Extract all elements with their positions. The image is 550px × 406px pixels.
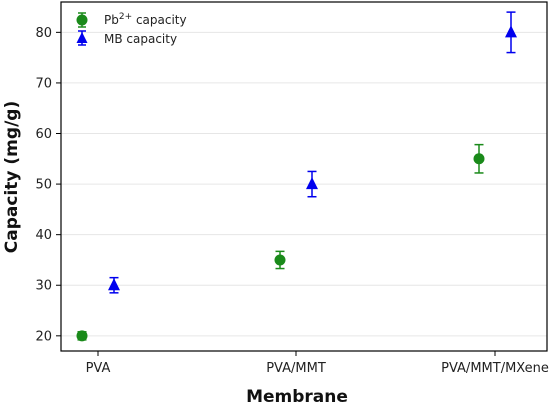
- x-axis-ticks: PVA PVA/MMT PVA/MMT/MXene: [86, 351, 549, 376]
- data-point-s1-p1: [306, 177, 318, 190]
- y-tick-label-70: 70: [35, 76, 52, 91]
- data-marks: [76, 11, 517, 342]
- y-axis-ticks: 20 30 40 50 60 70 80: [35, 26, 61, 344]
- legend-item-pb: Pb2+ capacity: [76, 12, 187, 28]
- legend-mb-label: MB capacity: [104, 32, 177, 46]
- x-tick-label-1: PVA/MMT: [266, 361, 326, 376]
- x-axis-title: Membrane: [246, 387, 348, 406]
- y-tick-label-80: 80: [35, 26, 52, 41]
- data-point-s0-p2: [473, 153, 485, 165]
- y-tick-label-50: 50: [35, 178, 52, 193]
- legend-item-mb: MB capacity: [76, 30, 177, 46]
- legend: Pb2+ capacity MB capacity: [76, 12, 187, 46]
- legend-pb-label-rest: capacity: [132, 13, 186, 27]
- legend-pb-label: Pb2+ capacity: [104, 12, 187, 27]
- legend-mb-marker: [76, 32, 88, 43]
- y-tick-label-60: 60: [35, 127, 52, 142]
- data-point-s0-p1: [274, 254, 286, 266]
- y-tick-label-30: 30: [35, 279, 52, 294]
- legend-pb-label-sup: 2+: [119, 12, 132, 22]
- grid-lines: [61, 31, 547, 337]
- legend-pb-marker: [76, 14, 88, 26]
- legend-pb-label-base: Pb: [104, 13, 119, 27]
- y-axis-title: Capacity (mg/g): [2, 101, 22, 253]
- y-tick-label-20: 20: [35, 329, 52, 344]
- y-tick-label-40: 40: [35, 228, 52, 243]
- x-tick-label-0: PVA: [86, 361, 111, 376]
- data-point-s1-p2: [505, 25, 517, 38]
- x-tick-label-2: PVA/MMT/MXene: [441, 361, 549, 376]
- plot-frame: [60, 1, 548, 352]
- data-point-s0-p0: [76, 330, 88, 342]
- data-point-s1-p0: [108, 278, 120, 291]
